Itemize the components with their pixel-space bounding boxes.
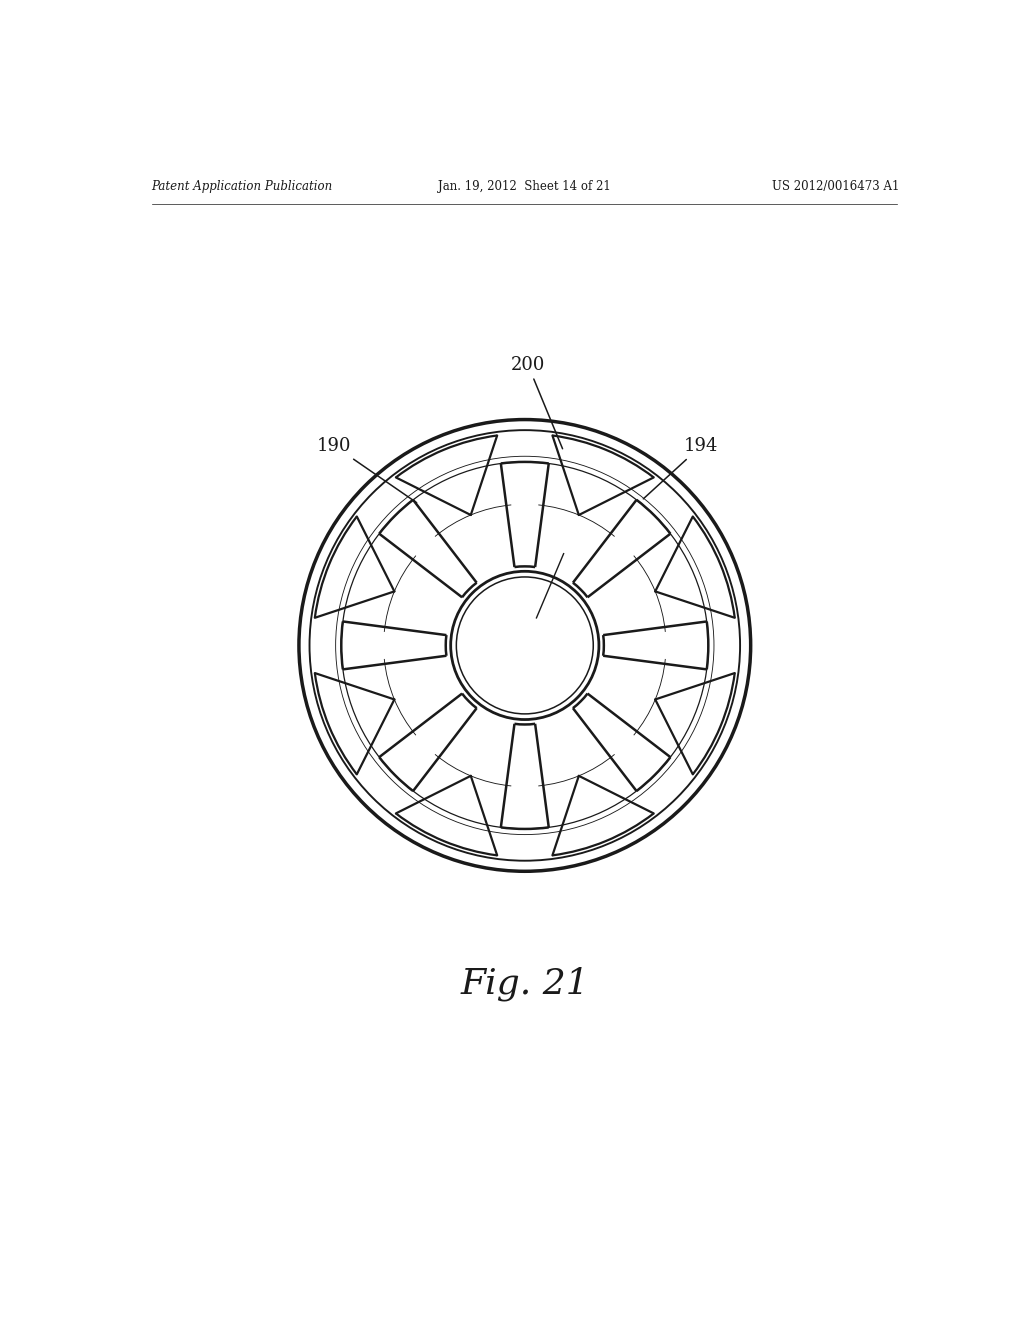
Text: Patent Application Publication: Patent Application Publication [151, 180, 332, 193]
Text: 194: 194 [643, 437, 719, 499]
Text: 190: 190 [317, 437, 417, 503]
Text: 200: 200 [511, 355, 562, 449]
Text: US 2012/0016473 A1: US 2012/0016473 A1 [771, 180, 899, 193]
Text: Fig. 21: Fig. 21 [461, 968, 589, 1002]
Text: Jan. 19, 2012  Sheet 14 of 21: Jan. 19, 2012 Sheet 14 of 21 [438, 180, 611, 193]
